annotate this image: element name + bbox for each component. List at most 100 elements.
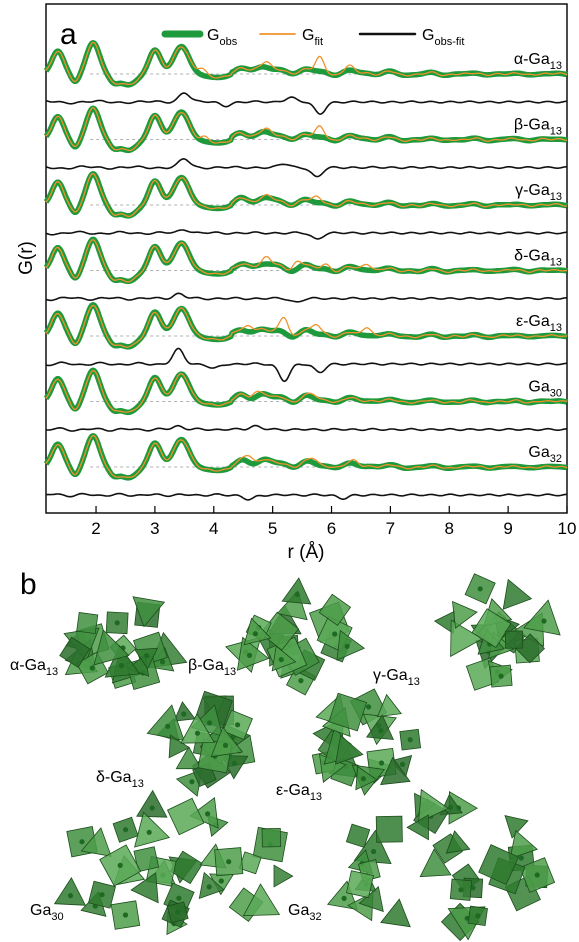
panel-a: a Gobs Gfit Gobs-fit α-Ga13β-Ga13γ-Ga13δ-G…	[16, 3, 576, 563]
polyhedron	[134, 811, 171, 848]
atom	[149, 805, 155, 811]
cluster-structure	[311, 688, 422, 796]
cluster-structure	[326, 788, 556, 942]
curve-label: γ-Ga13	[515, 182, 562, 203]
atom	[79, 839, 85, 845]
atom	[458, 887, 464, 893]
polyhedron	[318, 593, 352, 627]
polyhedron	[419, 848, 452, 878]
cluster-label-text: δ-Ga	[96, 769, 132, 786]
curve-label-subscript: 13	[550, 257, 562, 269]
polyhedron	[365, 714, 395, 740]
g-diff-curve	[45, 492, 568, 501]
atom	[226, 859, 232, 865]
polyhedron	[334, 734, 364, 765]
curve-label-text: ε-Ga	[516, 313, 550, 330]
atom	[360, 776, 366, 782]
legend-entry: Gfit	[302, 27, 323, 48]
g-diff-curve	[45, 347, 568, 383]
legend-subscript: fit	[314, 36, 323, 48]
legend-label: G	[207, 27, 219, 44]
atom	[298, 678, 304, 684]
cluster-label-subscript: 32	[309, 911, 321, 923]
cluster-label: δ-Ga13	[96, 769, 144, 790]
curve-label: δ-Ga13	[514, 248, 562, 269]
polyhedron	[261, 827, 282, 848]
curve-label-subscript: 30	[550, 388, 562, 400]
atom	[341, 895, 347, 902]
polyhedron	[504, 815, 529, 839]
x-axis: 2 3 4 5 6 7 8 9 10	[91, 506, 576, 538]
polyhedron	[260, 611, 300, 651]
cluster-label: Ga32	[288, 902, 322, 923]
g-obs-curve	[43, 105, 569, 154]
atom	[447, 804, 454, 811]
atom	[165, 723, 171, 729]
polyhedron	[450, 619, 483, 658]
g-diff-curve	[45, 157, 568, 178]
cluster-label-subscript: 13	[224, 666, 236, 678]
atom	[475, 913, 481, 919]
g-obs-curve	[43, 40, 569, 88]
panel-a-letter: a	[60, 18, 77, 51]
curve-group: Ga30	[43, 367, 569, 432]
atom	[332, 631, 338, 637]
polyhedron	[504, 630, 524, 649]
cluster-label-subscript: 13	[132, 778, 144, 790]
atom	[534, 872, 540, 878]
legend-subscript: obs-fit	[434, 36, 464, 48]
curve-label: β-Ga13	[514, 117, 562, 138]
legend-subscript: obs	[219, 36, 237, 48]
curve-group: ε-Ga13	[43, 302, 569, 383]
polyhedron	[210, 726, 244, 758]
atom	[123, 827, 129, 833]
cluster-label: Ga30	[30, 902, 64, 923]
atom	[117, 862, 123, 869]
curve-label-text: Ga	[528, 379, 549, 396]
atom	[278, 657, 284, 663]
curve-label-text: γ-Ga	[515, 182, 550, 199]
polyhedron	[236, 636, 270, 671]
atom	[378, 728, 384, 734]
polyhedron	[452, 600, 478, 629]
x-tick-label: 8	[445, 519, 454, 538]
polyhedron	[243, 617, 272, 646]
atom	[222, 742, 229, 749]
legend-label: G	[422, 27, 434, 44]
g-fit-curve	[45, 369, 568, 413]
polyhedron	[93, 629, 130, 666]
cluster-label-subscript: 30	[51, 911, 63, 923]
atom	[252, 631, 258, 637]
g-fit-curve	[45, 173, 567, 218]
legend-entry: Gobs-fit	[422, 27, 464, 48]
curve-group: β-Ga13	[43, 105, 569, 178]
atom	[206, 884, 212, 890]
atom	[235, 722, 241, 728]
curve-label: Ga30	[528, 379, 562, 400]
polyhedron	[328, 692, 368, 732]
polyhedron	[418, 788, 450, 823]
cluster-label-text: β-Ga	[188, 657, 224, 674]
curve-label-text: α-Ga	[514, 51, 550, 68]
polyhedron	[523, 599, 561, 636]
cluster-structure	[53, 789, 294, 936]
polyhedron	[133, 846, 160, 873]
curve-label: Ga32	[528, 444, 562, 465]
plot-frame	[45, 3, 568, 514]
curve-label: α-Ga13	[514, 51, 562, 72]
polyhedron	[375, 815, 403, 843]
g-diff-curve	[45, 292, 567, 303]
polyhedron	[345, 823, 371, 848]
x-tick-label: 9	[503, 519, 512, 538]
atom	[99, 892, 105, 898]
cluster-label-text: Ga	[30, 902, 51, 919]
g-diff-curve	[46, 424, 568, 432]
g-fit-curve	[45, 106, 568, 152]
polyhedron	[59, 636, 91, 668]
polyhedron	[136, 789, 168, 818]
polyhedron	[281, 577, 312, 605]
atom	[114, 620, 120, 626]
curve-label-subscript: 32	[550, 453, 562, 465]
